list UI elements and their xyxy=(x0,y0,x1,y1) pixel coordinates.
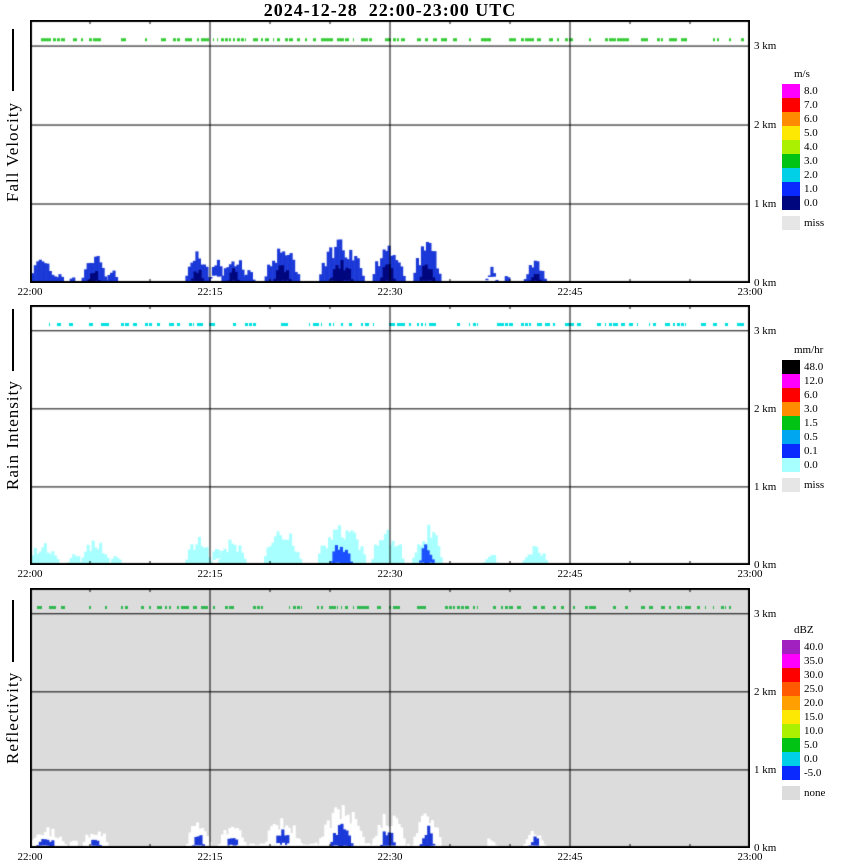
colorbar-segment xyxy=(782,696,800,710)
colorbar-label: 8.0 xyxy=(804,85,818,97)
x-tick-label: 22:00 xyxy=(17,568,43,580)
colorbar-segment xyxy=(782,84,800,98)
colorbar-segment xyxy=(782,98,800,112)
colorbar-label: 15.0 xyxy=(804,711,824,723)
colorbar-label: 6.0 xyxy=(804,113,818,125)
fall-velocity-heatmap xyxy=(30,20,750,283)
y-tick-label: 3 km xyxy=(754,324,777,337)
x-tick-label: 22:30 xyxy=(377,568,403,580)
colorbar-missing-label: miss xyxy=(804,217,825,229)
x-tick-label: 22:45 xyxy=(557,568,583,580)
colorbar-label: 40.0 xyxy=(804,641,824,653)
y-tick-label: 2 km xyxy=(754,119,777,132)
colorbar-label: 0.0 xyxy=(804,459,818,471)
colorbar-segment xyxy=(782,430,800,444)
x-tick-label: 22:45 xyxy=(557,286,583,298)
x-tick-label: 22:15 xyxy=(197,851,223,863)
figure-title: 2024-12-28 22:00-23:00 UTC xyxy=(263,0,517,20)
rain-intensity-heatmap xyxy=(30,305,750,565)
colorbar-label: 1.0 xyxy=(804,183,818,195)
colorbar-missing-swatch xyxy=(782,216,800,230)
colorbar-segment xyxy=(782,752,800,766)
colorbar-segment xyxy=(782,374,800,388)
colorbar-label: 0.5 xyxy=(804,431,818,443)
y-axis-title-rule xyxy=(12,29,14,92)
y-tick-label: 2 km xyxy=(754,402,777,415)
colorbar-label: 48.0 xyxy=(804,361,824,373)
colorbar-missing-swatch xyxy=(782,786,800,800)
colorbar-segment xyxy=(782,360,800,374)
colorbar-missing-label: miss xyxy=(804,479,825,491)
x-tick-label: 23:00 xyxy=(737,568,763,580)
colorbar-label: 4.0 xyxy=(804,141,818,153)
colorbar-label: -5.0 xyxy=(804,767,822,779)
colorbar-segment xyxy=(782,154,800,168)
colorbar-label: 5.0 xyxy=(804,127,818,139)
colorbar-label: 3.0 xyxy=(804,403,818,415)
colorbar-title: m/s xyxy=(794,68,810,80)
colorbar-label: 0.0 xyxy=(804,197,818,209)
colorbar-label: 0.0 xyxy=(804,753,818,765)
colorbar-missing-swatch xyxy=(782,478,800,492)
y-tick-label: 0 km xyxy=(754,277,777,289)
colorbar-segment xyxy=(782,168,800,182)
x-tick-label: 22:45 xyxy=(557,851,583,863)
x-tick-label: 22:30 xyxy=(377,286,403,298)
colorbar-segment xyxy=(782,402,800,416)
colorbar-segment xyxy=(782,640,800,654)
colorbar-label: 30.0 xyxy=(804,669,824,681)
y-axis-title-rule xyxy=(12,600,14,662)
y-tick-label: 1 km xyxy=(754,763,777,776)
colorbar-segment xyxy=(782,682,800,696)
y-tick-label: 0 km xyxy=(754,559,777,571)
colorbar-label: 1.5 xyxy=(804,417,818,429)
colorbar-segment xyxy=(782,668,800,682)
colorbar-segment xyxy=(782,738,800,752)
y-tick-label: 2 km xyxy=(754,685,777,698)
colorbar-label: 7.0 xyxy=(804,99,818,111)
y-tick-label: 3 km xyxy=(754,607,777,620)
colorbar-segment xyxy=(782,388,800,402)
colorbar-segment xyxy=(782,112,800,126)
colorbar-label: 35.0 xyxy=(804,655,824,667)
colorbar-segment xyxy=(782,458,800,472)
colorbar-segment xyxy=(782,710,800,724)
colorbar-label: 5.0 xyxy=(804,739,818,751)
colorbar-label: 3.0 xyxy=(804,155,818,167)
x-tick-label: 22:00 xyxy=(17,851,43,863)
colorbar-label: 12.0 xyxy=(804,375,824,387)
y-tick-label: 3 km xyxy=(754,40,777,53)
x-tick-label: 22:15 xyxy=(197,286,223,298)
colorbar-segment xyxy=(782,444,800,458)
colorbar-label: 6.0 xyxy=(804,389,818,401)
colorbar-segment xyxy=(782,126,800,140)
y-tick-label: 1 km xyxy=(754,480,777,493)
colorbar-segment xyxy=(782,724,800,738)
colorbar-title: dBZ xyxy=(794,624,814,636)
colorbar-segment xyxy=(782,182,800,196)
x-tick-label: 22:30 xyxy=(377,851,403,863)
colorbar-title: mm/hr xyxy=(794,344,824,356)
y-axis-title-rule xyxy=(12,308,14,371)
y-tick-label: 0 km xyxy=(754,842,777,854)
colorbar-label: 25.0 xyxy=(804,683,824,695)
y-tick-label: 1 km xyxy=(754,198,777,211)
colorbar-label: 2.0 xyxy=(804,169,818,181)
x-tick-label: 23:00 xyxy=(737,286,763,298)
colorbar-label: 0.1 xyxy=(804,445,818,457)
colorbar-segment xyxy=(782,140,800,154)
x-tick-label: 23:00 xyxy=(737,851,763,863)
x-tick-label: 22:00 xyxy=(17,286,43,298)
colorbar-segment xyxy=(782,416,800,430)
colorbar-label: 20.0 xyxy=(804,697,824,709)
colorbar-segment xyxy=(782,196,800,210)
colorbar-missing-label: none xyxy=(804,787,826,799)
colorbar-label: 10.0 xyxy=(804,725,824,737)
reflectivity-heatmap xyxy=(30,588,750,848)
colorbar-segment xyxy=(782,766,800,780)
x-tick-label: 22:15 xyxy=(197,568,223,580)
colorbar-segment xyxy=(782,654,800,668)
